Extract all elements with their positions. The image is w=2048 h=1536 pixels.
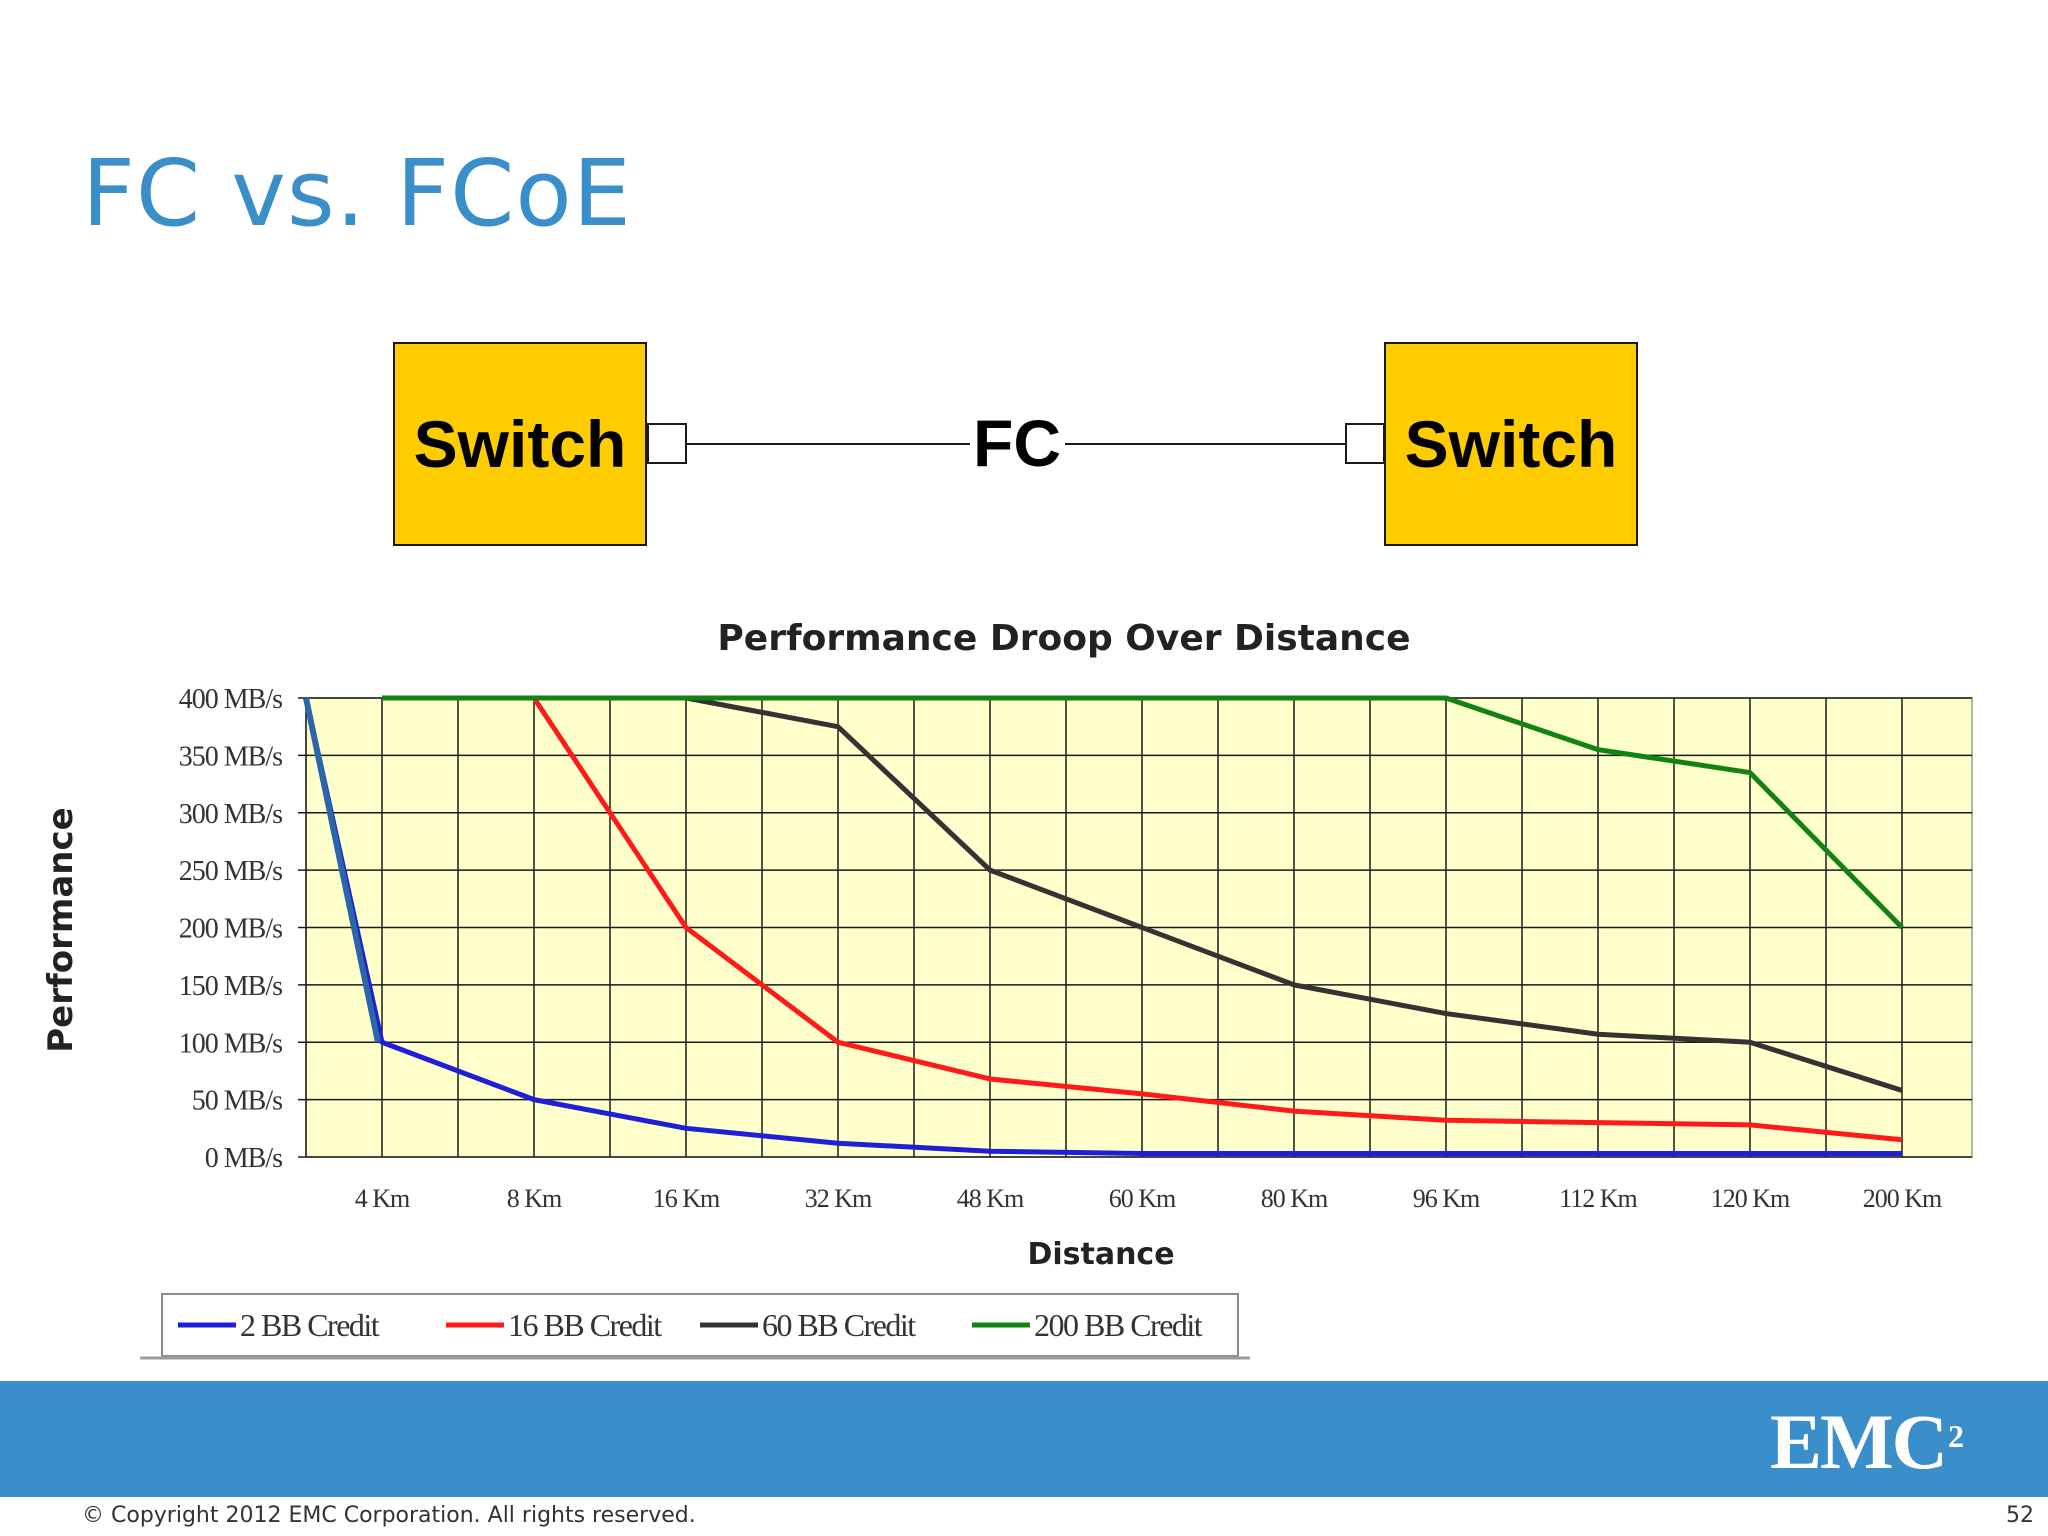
- legend-label: 16 BB Credit: [508, 1307, 662, 1343]
- x-tick-label: 96 Km: [1413, 1184, 1480, 1213]
- emc-logo-text: EMC: [1770, 1398, 1948, 1485]
- x-tick-label: 120 Km: [1711, 1184, 1790, 1213]
- y-tick-label: 200 MB/s: [179, 914, 282, 945]
- fc-link-line-left: [687, 443, 970, 445]
- fc-link-line-right: [1065, 443, 1345, 445]
- y-tick-label: 150 MB/s: [179, 971, 282, 1002]
- y-tick-label: 400 MB/s: [179, 684, 282, 715]
- slide-title: FC vs. FCoE: [82, 140, 632, 247]
- x-tick-label: 200 Km: [1863, 1184, 1942, 1213]
- y-tick-label: 300 MB/s: [179, 799, 282, 830]
- x-axis-label: Distance: [1027, 1237, 1174, 1272]
- series-line-drop-segment: [303, 697, 381, 1043]
- series-line: [382, 695, 1904, 930]
- chart-title: Performance Droop Over Distance: [717, 618, 1410, 659]
- x-tick-label: 60 Km: [1109, 1184, 1176, 1213]
- copyright-text: © Copyright 2012 EMC Corporation. All ri…: [82, 1503, 696, 1528]
- x-tick-label: 112 Km: [1559, 1184, 1637, 1213]
- performance-chart: 0 MB/s 50 MB/s 100 MB/s 150 MB/s 200 MB/s 250…: [41, 618, 1973, 1360]
- emc-logo-superscript: 2: [1948, 1418, 1964, 1454]
- legend-label: 200 BB Credit: [1034, 1307, 1203, 1343]
- series-line: [303, 697, 1902, 1157]
- y-tick-label: 250 MB/s: [179, 856, 282, 887]
- y-axis-label: Performance: [41, 807, 81, 1052]
- legend-label: 60 BB Credit: [762, 1307, 916, 1343]
- page-number: 52: [2006, 1503, 2034, 1528]
- series-line: [531, 696, 1903, 1143]
- y-tick-label: 350 MB/s: [179, 741, 282, 772]
- y-tick-label: 100 MB/s: [179, 1028, 282, 1059]
- x-tick-label: 48 Km: [957, 1184, 1024, 1213]
- footer-bar: EMC2: [0, 1381, 2048, 1497]
- x-tick-label: 16 Km: [653, 1184, 720, 1213]
- right-switch: Switch: [1384, 342, 1638, 546]
- y-tick-label: 50 MB/s: [192, 1086, 282, 1117]
- legend-label: 2 BB Credit: [240, 1307, 380, 1343]
- x-tick-label: 80 Km: [1261, 1184, 1328, 1213]
- y-tick-label: 0 MB/s: [205, 1143, 282, 1174]
- fc-link-label: FC: [973, 406, 1061, 480]
- x-tick-label: 4 Km: [355, 1184, 410, 1213]
- x-tick-label: 8 Km: [507, 1184, 562, 1213]
- x-tick-label: 32 Km: [805, 1184, 872, 1213]
- emc-logo: EMC2: [1770, 1403, 1964, 1481]
- series-line: [685, 695, 1903, 1093]
- left-switch-port: [647, 423, 687, 464]
- left-switch: Switch: [393, 342, 647, 546]
